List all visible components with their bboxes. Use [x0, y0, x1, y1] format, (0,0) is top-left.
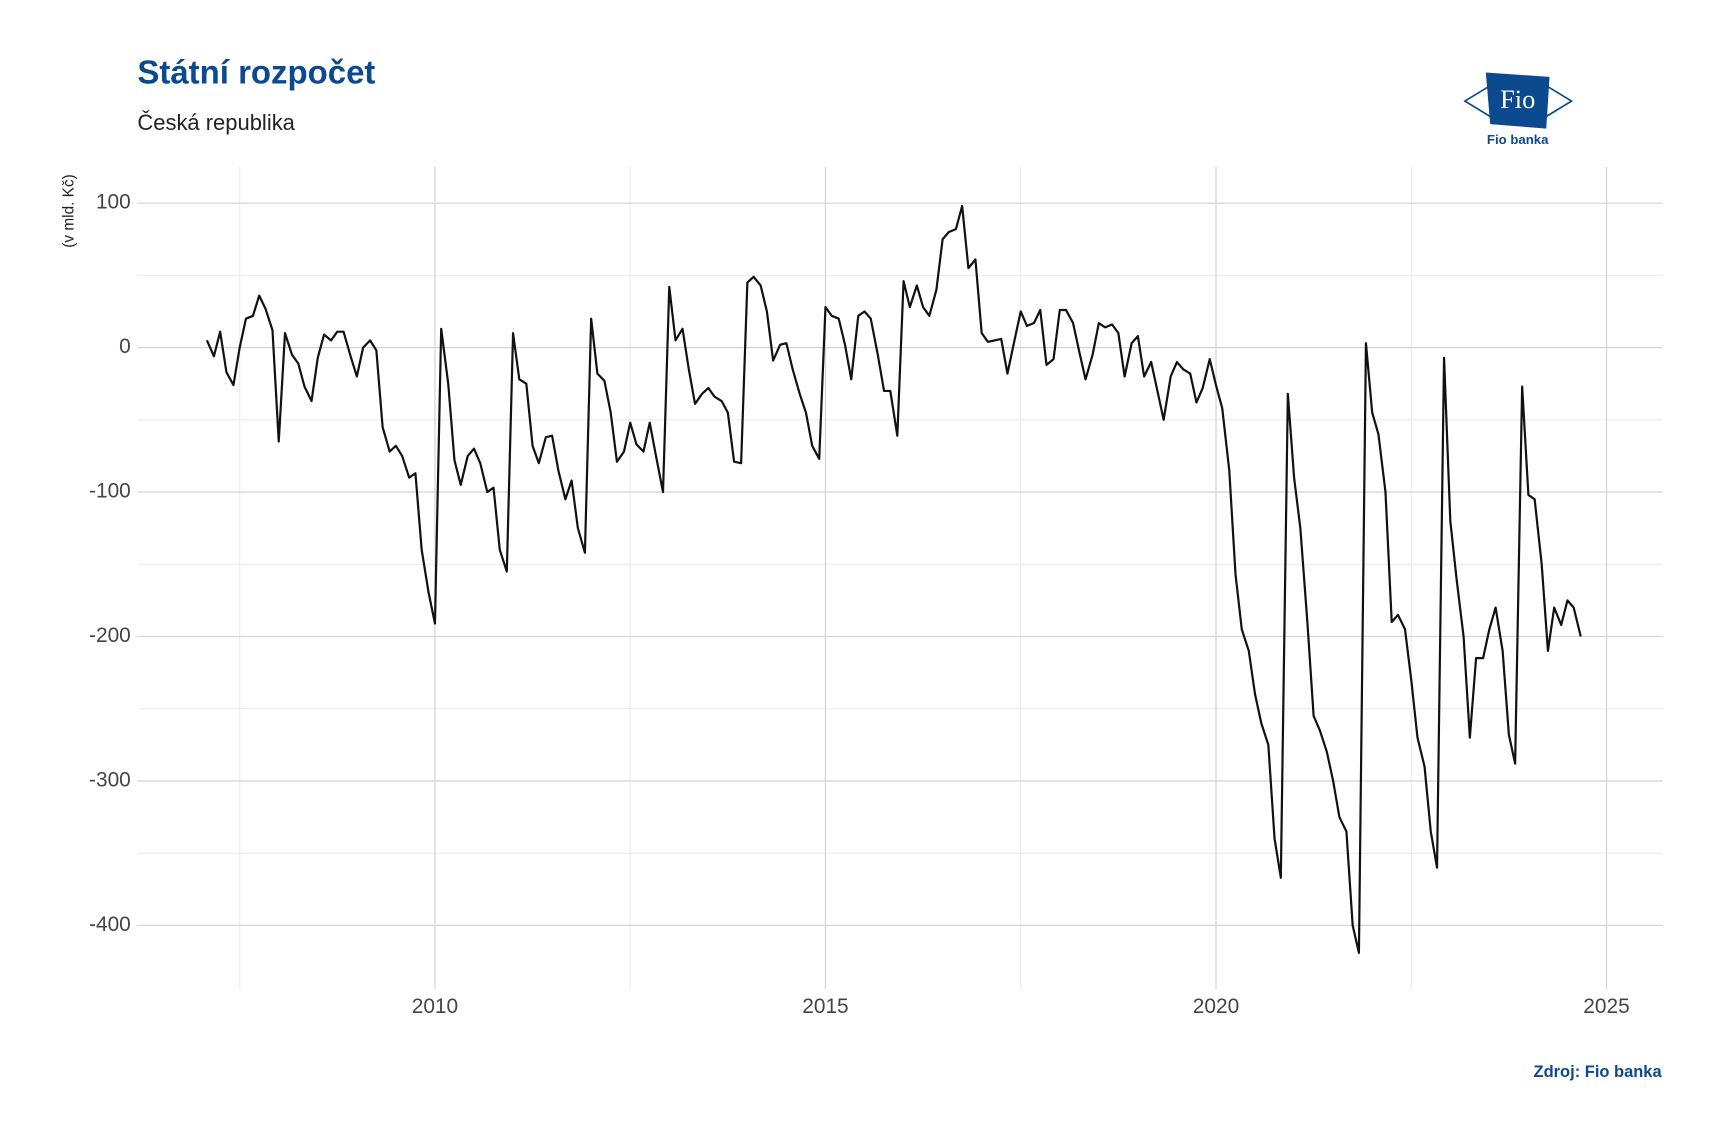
source: Zdroj: Fio banka	[1534, 1063, 1663, 1081]
x-tick-label: 2025	[1583, 995, 1629, 1018]
y-tick-label: -100	[89, 480, 131, 503]
grid	[137, 167, 1663, 989]
data-line	[205, 204, 1582, 954]
chart-subtitle: Česká republika	[137, 110, 295, 135]
logo-name: Fio banka	[1487, 132, 1549, 147]
logo-mark: Fio	[1500, 85, 1535, 114]
logo-flag	[1485, 72, 1550, 129]
y-tick-label: -300	[89, 768, 131, 791]
x-tick-label: 2015	[802, 995, 848, 1018]
x-tick-label: 2020	[1193, 995, 1239, 1018]
y-tick-label: -400	[89, 913, 131, 936]
y-tick-label: -200	[89, 624, 131, 647]
y-tick-label: 0	[119, 335, 131, 358]
logo: Fio Fio banka	[1463, 72, 1574, 147]
chart-title: Státní rozpočet	[137, 53, 375, 90]
y-axis-label: (v mld. Kč)	[60, 174, 77, 247]
y-tick-label: 100	[96, 191, 131, 214]
x-tick-label: 2010	[412, 995, 458, 1018]
plot-area: 2010 2015 2020 2025 100 0 -100 -200 -300 -400	[89, 191, 1630, 1018]
